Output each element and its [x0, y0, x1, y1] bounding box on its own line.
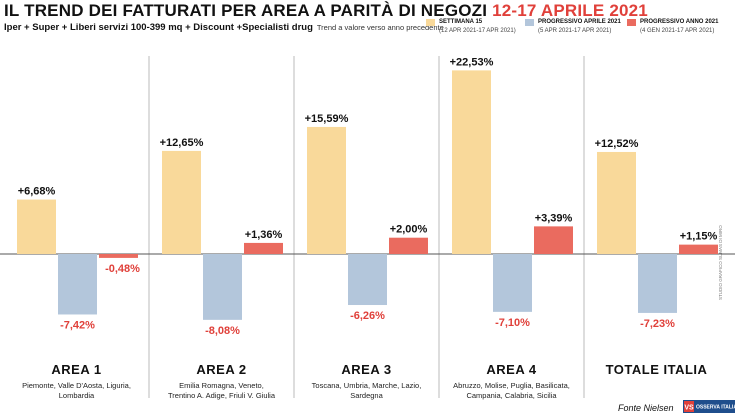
category-regions: Emilia Romagna, Veneto,	[179, 381, 264, 390]
data-label: +15,59%	[305, 113, 349, 125]
legend-swatch-progressivo-aprile	[525, 19, 534, 26]
legend-swatch-progressivo-anno	[627, 19, 636, 26]
category-regions: Toscana, Umbria, Marche, Lazio,	[312, 381, 422, 390]
category-regions: Lombardia	[59, 391, 95, 400]
category-label: AREA 1	[51, 362, 101, 377]
bar-area-3-progressivo-anno-2021	[389, 237, 428, 254]
data-label: +6,68%	[18, 186, 56, 198]
bar-area-3-settimana-15	[307, 126, 346, 254]
category-label: AREA 2	[196, 362, 246, 377]
legend-label: SETTIMANA 15	[439, 19, 483, 25]
category-regions: Campania, Calabria, Sicilia	[466, 391, 557, 400]
bar-area-1-progressivo-anno-2021	[99, 254, 138, 258]
bar-area-4-progressivo-aprile-2021	[493, 254, 532, 312]
category-regions: Piemonte, Valle D'Aosta, Liguria,	[22, 381, 131, 390]
chart-subtitle: Iper + Super + Liberi servizi 100-399 mq…	[4, 22, 444, 33]
title-main: IL TREND DEI FATTURATI PER AREA A PARITÀ…	[4, 1, 488, 20]
data-label: -7,23%	[640, 318, 675, 330]
svg-text:OSSERVA ITALIA: OSSERVA ITALIA	[696, 405, 735, 411]
bar-area-4-progressivo-anno-2021	[534, 226, 573, 254]
data-label: +12,52%	[595, 138, 639, 150]
bar-area-2-progressivo-anno-2021	[244, 242, 283, 254]
bar-area-2-progressivo-aprile-2021	[203, 254, 242, 320]
data-label: +3,39%	[535, 212, 573, 224]
subtitle-channels: Iper + Super + Liberi servizi 100-399 mq…	[4, 22, 313, 33]
bar-totale-italia-progressivo-anno-2021	[679, 244, 718, 254]
title-date: 12-17 APRILE 2021	[492, 1, 648, 20]
svg-text:VS: VS	[684, 405, 694, 412]
legend-swatch-settimana	[426, 19, 435, 26]
category-label: TOTALE ITALIA	[606, 362, 708, 377]
bar-area-2-settimana-15	[162, 150, 201, 254]
graphic-credit: STUDIO GRAFICO SUMAS DI MIRO	[718, 225, 723, 300]
data-label: +2,00%	[390, 224, 428, 236]
legend-range: (5 APR 2021-17 APR 2021)	[538, 28, 612, 34]
data-label: +22,53%	[450, 56, 494, 68]
category-label: AREA 3	[341, 362, 391, 377]
legend-range: (4 GEN 2021-17 APR 2021)	[640, 28, 715, 34]
chart-title: IL TREND DEI FATTURATI PER AREA A PARITÀ…	[4, 1, 648, 21]
data-label: +1,36%	[245, 229, 283, 241]
source-note: Fonte Nielsen	[618, 403, 674, 413]
bar-area-4-settimana-15	[452, 70, 491, 255]
bar-totale-italia-settimana-15	[597, 151, 636, 254]
subtitle-note: Trend a valore verso anno precedente	[316, 23, 444, 32]
legend-label: PROGRESSIVO ANNO 2021	[640, 19, 719, 25]
legend-range: (12 APR 2021-17 APR 2021)	[439, 28, 516, 34]
category-label: AREA 4	[486, 362, 536, 377]
data-label: -6,26%	[350, 310, 385, 322]
bar-area-1-settimana-15	[17, 199, 56, 254]
category-regions: Abruzzo, Molise, Puglia, Basilicata,	[453, 381, 570, 390]
osserva-italia-logo: VS OSSERVA ITALIA	[683, 400, 735, 413]
bar-totale-italia-progressivo-aprile-2021	[638, 254, 677, 313]
bar-area-1-progressivo-aprile-2021	[58, 254, 97, 315]
data-label: -7,42%	[60, 319, 95, 331]
data-label: -0,48%	[105, 263, 140, 275]
data-label: -8,08%	[205, 325, 240, 337]
legend-label: PROGRESSIVO APRILE 2021	[538, 19, 621, 25]
bar-area-3-progressivo-aprile-2021	[348, 254, 387, 306]
category-regions: Sardegna	[350, 391, 383, 400]
data-label: +1,15%	[680, 231, 718, 243]
category-regions: Trentino A. Adige, Friuli V. Giulia	[168, 391, 276, 400]
data-label: -7,10%	[495, 317, 530, 329]
data-label: +12,65%	[160, 137, 204, 149]
